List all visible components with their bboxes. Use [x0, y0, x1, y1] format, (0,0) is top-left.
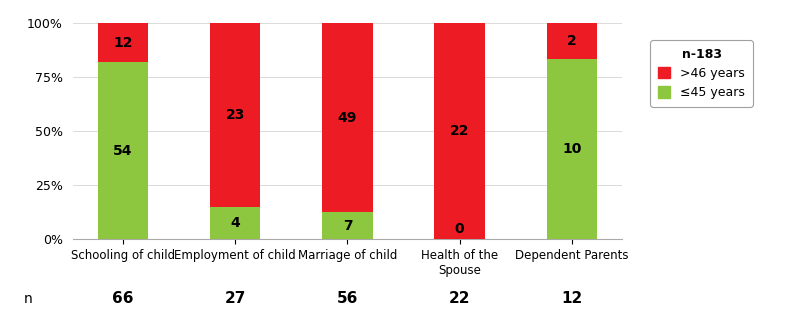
Text: 22: 22 — [449, 291, 470, 306]
Text: 66: 66 — [112, 291, 133, 306]
Text: 54: 54 — [113, 144, 133, 158]
Text: 2: 2 — [567, 34, 577, 48]
Text: n: n — [24, 292, 32, 306]
Legend: >46 years, ≤45 years: >46 years, ≤45 years — [650, 40, 753, 107]
Bar — [547, 59, 597, 239]
Bar — [547, 23, 597, 59]
Text: 12: 12 — [113, 36, 133, 50]
Bar — [210, 23, 260, 207]
Bar — [98, 23, 148, 62]
Bar — [435, 23, 485, 239]
Text: 10: 10 — [562, 142, 582, 156]
Bar — [98, 62, 148, 239]
Bar — [210, 207, 260, 239]
Text: 27: 27 — [225, 291, 246, 306]
Text: 12: 12 — [562, 291, 583, 306]
Bar — [322, 23, 372, 212]
Text: 22: 22 — [450, 124, 469, 138]
Text: 0: 0 — [455, 222, 465, 236]
Text: 4: 4 — [230, 216, 240, 230]
Text: 56: 56 — [337, 291, 358, 306]
Text: 23: 23 — [225, 108, 245, 122]
Text: 7: 7 — [343, 218, 352, 232]
Text: 49: 49 — [338, 111, 357, 124]
Bar — [322, 212, 372, 239]
